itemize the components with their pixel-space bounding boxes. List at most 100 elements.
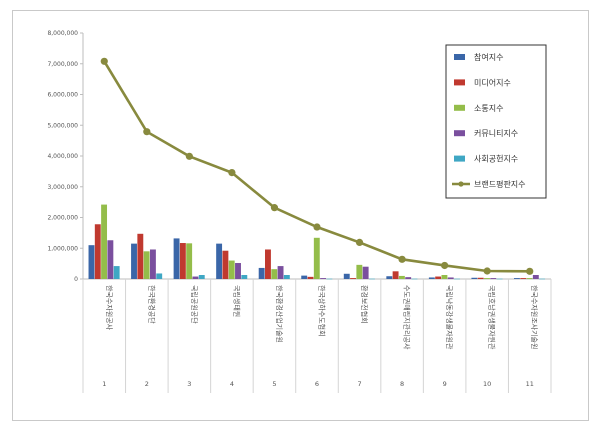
- category-label-9: 국립낙동강생물자원관: [445, 285, 454, 350]
- bar-미디어지수-10: [477, 277, 484, 279]
- bar-참여지수-10: [471, 277, 478, 279]
- bar-미디어지수-1: [94, 224, 101, 279]
- bar-사회공헌지수-10: [496, 278, 503, 280]
- legend-swatch-소통지수: [454, 104, 465, 111]
- bar-사회공헌지수-7: [368, 278, 375, 280]
- bar-소통지수-3: [186, 243, 193, 279]
- bar-미디어지수-2: [137, 233, 144, 279]
- bar-사회공헌지수-9: [454, 278, 460, 280]
- bar-참여지수-1: [88, 245, 95, 279]
- category-label-4: 국립생태원: [232, 285, 241, 317]
- category-number-8: 8: [400, 380, 404, 388]
- point-브랜드평판지수-4: [228, 169, 236, 177]
- bar-참여지수-4: [216, 243, 223, 279]
- category-number-4: 4: [230, 380, 234, 388]
- bar-미디어지수-5: [265, 249, 271, 279]
- bar-사회공헌지수-5: [283, 275, 290, 279]
- bar-사회공헌지수-8: [411, 278, 418, 280]
- bar-소통지수-10: [484, 278, 490, 279]
- bar-커뮤니티지수-6: [320, 278, 327, 279]
- bar-소통지수-2: [143, 251, 150, 279]
- bar-소통지수-9: [441, 275, 448, 279]
- bar-사회공헌지수-2: [156, 273, 163, 279]
- point-브랜드평판지수-8: [398, 255, 406, 263]
- bar-참여지수-6: [301, 275, 308, 279]
- y-tick-label: 4,000,000: [47, 153, 78, 160]
- bar-참여지수-7: [343, 273, 350, 279]
- y-tick-label: 3,000,000: [47, 184, 78, 191]
- bar-커뮤니티지수-7: [362, 266, 369, 279]
- point-브랜드평판지수-7: [355, 238, 364, 247]
- bar-소통지수-11: [526, 278, 533, 279]
- legend-label-브랜드평판지수: 브랜드평판지수: [474, 179, 526, 189]
- bar-참여지수-8: [386, 276, 393, 279]
- bar-소통지수-7: [356, 264, 363, 279]
- bar-사회공헌지수-11: [539, 278, 546, 280]
- category-number-9: 9: [443, 380, 447, 388]
- point-브랜드평판지수-10: [483, 267, 491, 275]
- y-tick-label: 5,000,000: [47, 122, 78, 129]
- bar-소통지수-8: [398, 275, 405, 279]
- bar-커뮤니티지수-11: [532, 275, 539, 279]
- legend-marker-브랜드평판지수: [458, 181, 464, 187]
- category-number-10: 10: [483, 380, 491, 388]
- bar-커뮤니티지수-10: [490, 278, 497, 279]
- bar-커뮤니티지수-9: [447, 277, 454, 279]
- bar-참여지수-11: [513, 278, 520, 279]
- y-tick-label: 8,000,000: [47, 30, 78, 37]
- category-label-10: 국립호남권생물자원관: [488, 285, 497, 350]
- y-tick-label: 6,000,000: [47, 92, 78, 99]
- bar-커뮤니티지수-5: [277, 266, 284, 279]
- bar-미디어지수-9: [435, 276, 442, 279]
- bar-소통지수-6: [313, 237, 320, 279]
- legend-label-커뮤니티지수: 커뮤니티지수: [474, 128, 518, 138]
- point-브랜드평판지수-9: [441, 261, 449, 270]
- point-브랜드평판지수-2: [143, 128, 151, 136]
- bar-미디어지수-6: [307, 276, 314, 279]
- category-number-5: 5: [272, 380, 276, 388]
- legend-swatch-미디어지수: [454, 79, 465, 86]
- legend-box: [445, 44, 547, 199]
- category-number-2: 2: [145, 380, 149, 388]
- bar-사회공헌지수-1: [113, 266, 120, 279]
- bar-소통지수-5: [271, 269, 278, 279]
- legend-label-참여지수: 참여지수: [474, 52, 503, 62]
- bar-커뮤니티지수-2: [149, 249, 156, 279]
- bar-사회공헌지수-6: [326, 278, 333, 280]
- point-브랜드평판지수-5: [270, 204, 279, 212]
- category-number-7: 7: [357, 380, 361, 388]
- bar-커뮤니티지수-4: [235, 263, 241, 279]
- bar-소통지수-4: [228, 260, 235, 279]
- bar-커뮤니티지수-3: [192, 276, 199, 279]
- y-tick-label: 1,000,000: [47, 245, 78, 252]
- category-label-6: 한국상하수도협회: [318, 285, 327, 337]
- category-label-7: 환경보전협회: [360, 285, 369, 324]
- bar-참여지수-5: [258, 267, 265, 279]
- bar-미디어지수-11: [520, 278, 527, 279]
- bar-미디어지수-4: [222, 250, 229, 279]
- legend-label-미디어지수: 미디어지수: [474, 77, 511, 87]
- legend-swatch-커뮤니티지수: [454, 130, 465, 137]
- y-tick-label: 0: [74, 276, 78, 283]
- category-number-1: 1: [102, 380, 106, 388]
- category-label-3: 국립공원공단: [190, 285, 199, 324]
- bar-참여지수-9: [428, 277, 435, 279]
- bar-커뮤니티지수-1: [107, 240, 114, 279]
- legend-label-소통지수: 소통지수: [474, 104, 503, 113]
- bar-소통지수-1: [101, 204, 108, 279]
- category-label-8: 수도권매립지관리공사: [403, 285, 412, 350]
- bar-사회공헌지수-4: [241, 275, 248, 279]
- y-tick-label: 7,000,000: [47, 61, 78, 68]
- legend-swatch-사회공헌지수: [454, 155, 465, 162]
- category-number-11: 11: [526, 380, 534, 388]
- point-브랜드평판지수-11: [526, 267, 534, 275]
- legend-swatch-참여지수: [454, 54, 465, 60]
- category-label-11: 한국수자원조사기술원: [530, 285, 539, 349]
- bar-미디어지수-8: [392, 271, 399, 279]
- category-label-2: 한국환경공단: [147, 285, 156, 324]
- point-브랜드평판지수-3: [185, 152, 193, 160]
- bar-미디어지수-7: [350, 278, 356, 279]
- bar-참여지수-2: [131, 243, 137, 279]
- bar-미디어지수-3: [179, 243, 186, 279]
